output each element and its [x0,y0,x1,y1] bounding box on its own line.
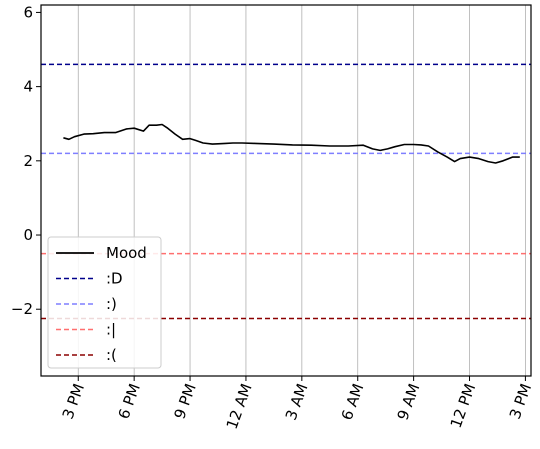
y-tick-label: 6 [23,3,33,21]
y-tick-label: −2 [11,300,33,318]
legend: Mood :D:) :| :( [47,236,162,369]
mood-line [63,123,520,164]
x-tick-label: 6 PM [115,381,144,421]
x-tick-label: 12 AM [223,381,256,431]
legend-label: :) [106,295,117,313]
legend-box [47,236,162,369]
x-tick-label: 9 PM [170,381,199,421]
x-tick-label: 3 AM [282,381,312,422]
y-tick-label: 0 [23,226,33,244]
plot-frame [40,4,532,377]
y-tick-label: 4 [23,78,33,96]
legend-label: :| [106,321,116,339]
x-axis: 3 PM 6 PM 9 PM 12 AM 3 AM 6 AM 9 AM 12 PM 3 PM [59,376,535,432]
legend-label: :( [106,346,117,364]
x-tick-label: 3 PM [59,381,88,421]
x-tick-label: 6 AM [338,381,368,422]
x-tick-label: 3 PM [506,381,535,421]
legend-label: Mood [106,244,147,262]
x-tick-label: 12 PM [447,381,480,430]
mood-series [63,123,520,164]
y-tick-label: 2 [23,152,33,170]
y-axis: −2 0 2 4 6 [11,3,41,318]
x-tick-label: 9 AM [394,381,424,422]
legend-label: :D [106,270,123,288]
x-grid [77,5,526,376]
